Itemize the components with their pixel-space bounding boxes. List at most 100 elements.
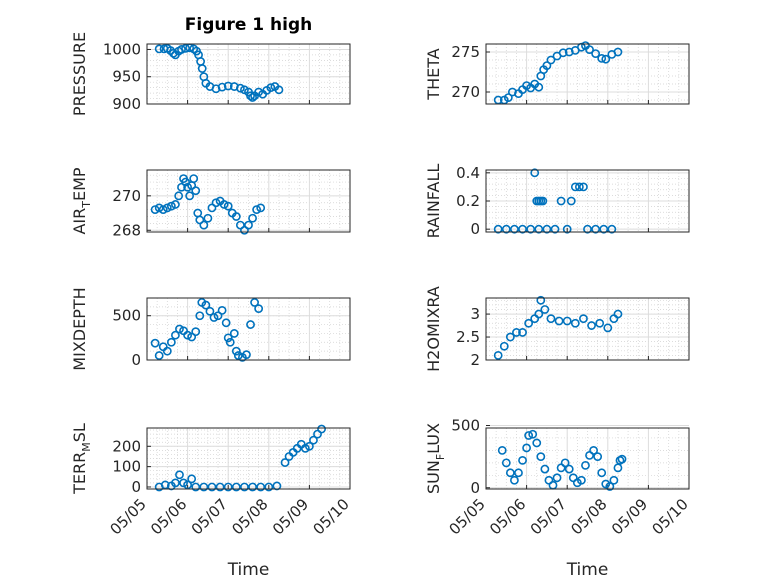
data-point [183,330,192,340]
data-point [223,201,233,211]
data-point [231,212,241,221]
y-axis-label-rest: SL [70,423,89,442]
data-point [235,83,245,93]
data-point [540,464,550,474]
data-point [566,196,576,206]
data-point [154,351,164,360]
data-point [570,182,580,192]
y-tick-label: 268 [112,221,141,239]
y-axis-label-rest: LUX [424,423,443,454]
data-point [166,201,176,211]
y-tick-label: 0 [470,479,480,497]
y-tick-label: 0 [131,478,141,496]
data-point [601,54,611,64]
data-point [191,186,201,196]
y-axis-label-sub: T [80,201,93,209]
y-tick-label: 3 [470,305,480,323]
y-tick-label: 270 [112,187,141,205]
data-point [191,482,201,492]
data-point [499,341,509,351]
data-point [248,482,257,492]
data-point [617,454,627,464]
data-point [505,468,515,478]
axes-box [485,297,690,361]
data-point [252,205,262,215]
data-point [536,452,546,462]
data-point [510,224,519,234]
x-axis-label: Time [227,560,270,580]
y-tick-label: 200 [112,437,141,455]
data-point [223,81,233,91]
data-point [524,318,534,328]
data-point [266,83,276,93]
data-point [217,305,227,315]
data-point [187,332,197,342]
data-point [250,298,259,307]
data-point [217,82,227,92]
panel-mixdepth: 0 500 MIXDEPTH [70,287,351,371]
y-tick-label: 275 [451,43,480,61]
data-point [223,482,233,492]
data-point [556,196,566,206]
data-point [256,482,266,492]
data-point [274,85,284,95]
y-axis-label-rest: EMP [70,167,89,201]
data-point [585,45,594,54]
data-point [209,313,219,322]
data-point [522,443,531,453]
data-point [593,452,603,462]
y-axis-label-sub: M [80,442,93,452]
y-axis-label: AIRTEMP [70,167,93,234]
y-tick-label: 1000 [103,40,141,58]
panel-theta: 270 275 THETA [424,41,690,105]
data-point [171,478,180,488]
data-point [503,93,513,102]
y-tick-label: 2.5 [456,328,480,346]
panel-rainfall: 0 0.2 0.4 RAINFALL [424,164,690,238]
data-point [564,464,574,474]
data-point [211,198,221,208]
y-tick-label: 100 [112,458,141,476]
data-point [542,61,552,70]
data-point [154,44,164,54]
data-point [524,431,534,440]
y-tick-label: 950 [112,68,141,86]
data-point [254,304,264,314]
data-point [272,481,282,491]
data-point [181,43,190,53]
data-point [280,458,290,467]
data-point [591,49,601,58]
data-point [605,482,615,491]
y-tick-label: 0.2 [456,192,480,210]
y-tick-label: 2 [470,351,480,369]
data-point [591,224,601,234]
data-point [546,314,556,324]
data-point [540,305,550,314]
y-tick-label: 0 [470,220,480,238]
data-point [256,203,266,213]
data-point [546,55,556,65]
y-axis-label-main: TERR [70,452,89,495]
data-point [171,330,180,340]
axes-box [485,427,690,490]
data-point [317,424,326,434]
data-point [219,200,229,209]
data-point [195,311,205,321]
data-point [562,224,572,234]
y-axis-label-main: AIR [70,208,89,235]
data-point [166,337,176,347]
data-point [175,470,184,480]
data-point [199,482,209,492]
data-point [538,196,548,206]
data-point [185,191,195,201]
y-tick-label: 500 [451,417,480,435]
data-point [171,200,180,209]
y-axis-label: TERRMSL [70,423,93,495]
data-point [158,205,168,215]
data-point [528,429,538,439]
data-point [174,191,184,201]
data-point [233,351,243,360]
data-point [248,93,257,102]
data-point [231,346,241,356]
data-point [246,320,255,329]
